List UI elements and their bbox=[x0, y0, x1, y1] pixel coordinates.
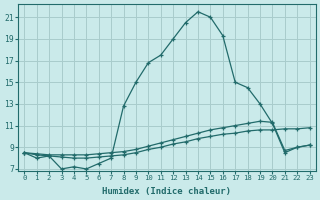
X-axis label: Humidex (Indice chaleur): Humidex (Indice chaleur) bbox=[102, 187, 231, 196]
